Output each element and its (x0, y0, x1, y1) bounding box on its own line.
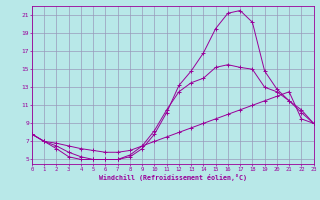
X-axis label: Windchill (Refroidissement éolien,°C): Windchill (Refroidissement éolien,°C) (99, 174, 247, 181)
